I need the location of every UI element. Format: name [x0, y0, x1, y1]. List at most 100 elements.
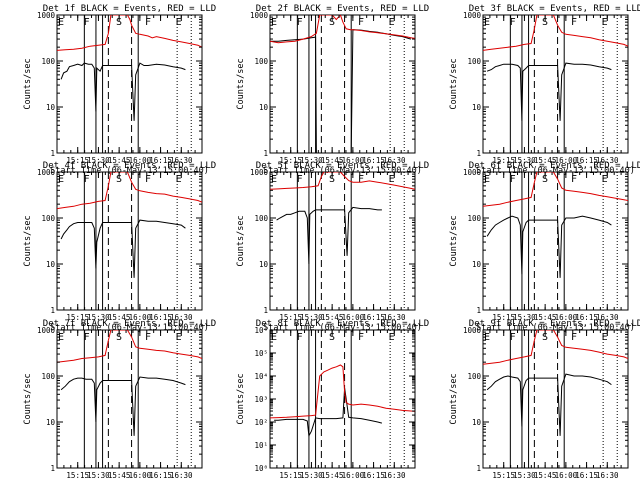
x-tick-label: 16:15 [575, 471, 598, 480]
y-tick-label: 1 [263, 306, 268, 315]
x-tick-label: 15:30 [87, 156, 110, 165]
series-line-lld [57, 172, 202, 210]
region-label: F [358, 174, 364, 185]
y-axis-label: Counts/sec [449, 58, 459, 109]
y-tick-label: 1000 [463, 168, 482, 177]
x-tick-label: 16:00 [555, 471, 578, 480]
x-tick-label: 16:00 [342, 313, 365, 322]
series-line-events [486, 373, 612, 436]
y-tick-label: 1000 [37, 168, 56, 177]
region-label: E [484, 17, 490, 28]
region-label: F [297, 174, 303, 185]
region-label: S [542, 17, 548, 28]
series-line-events [60, 376, 186, 436]
panel-det-8: Det 8f BLACK = Events, RED = LLD E F S F E 10⁰… [236, 319, 429, 480]
y-tick-label: 1 [50, 464, 55, 473]
x-tick-label: 16:15 [575, 313, 598, 322]
y-tick-label: 100 [41, 372, 55, 381]
region-label: E [389, 332, 395, 343]
region-label: S [116, 332, 122, 343]
x-tick-label: 15:45 [534, 471, 557, 480]
x-tick-label: 16:30 [383, 156, 406, 165]
region-label: F [84, 332, 90, 343]
y-tick-label: 1 [50, 306, 55, 315]
x-tick-label: 15:30 [513, 471, 536, 480]
y-tick-label: 10 [46, 260, 56, 269]
region-label: E [602, 332, 608, 343]
region-label: E [271, 17, 277, 28]
region-label: E [176, 332, 182, 343]
x-tick-label: 15:30 [300, 471, 323, 480]
y-tick-label: 10³ [254, 395, 268, 404]
y-tick-label: 10¹ [254, 441, 268, 450]
region-label: F [571, 17, 577, 28]
panel-title: Det 7f BLACK = Events, RED = LLD [43, 319, 216, 329]
series-line-events [486, 62, 612, 121]
region-label: E [484, 174, 490, 185]
x-tick-label: 16:00 [129, 156, 152, 165]
x-tick-label: 15:30 [87, 313, 110, 322]
y-tick-label: 10 [472, 418, 482, 427]
x-tick-label: 16:00 [555, 313, 578, 322]
y-axis-label: Counts/sec [236, 215, 246, 266]
y-axis-label: Counts/sec [236, 58, 246, 109]
region-label: E [484, 332, 490, 343]
x-axis-label: Start Time (06-May-13 15:00:40) [263, 166, 422, 176]
x-tick-label: 15:15 [66, 471, 89, 480]
series-line-events [274, 387, 383, 438]
region-label: E [602, 17, 608, 28]
plot-frame [482, 329, 629, 469]
region-label: F [510, 332, 516, 343]
region-label: E [389, 17, 395, 28]
y-tick-label: 1000 [463, 326, 482, 335]
x-tick-label: 15:45 [108, 156, 131, 165]
x-tick-label: 16:00 [555, 156, 578, 165]
region-label: S [116, 174, 122, 185]
panel-title: Det 2f BLACK = Events, RED = LLD [256, 4, 429, 14]
x-tick-label: 16:15 [362, 471, 385, 480]
plot-frame [56, 171, 203, 311]
panel-title: Det 8f BLACK = Events, RED = LLD [256, 319, 429, 329]
region-label: E [58, 174, 64, 185]
panel-det-9: Det 9f BLACK = Events, RED = LLD E F S F E 1 10… [449, 319, 640, 480]
panel-det-4: Det 4f BLACK = Events, RED = LLD E F S F E 1 10… [23, 161, 216, 333]
x-tick-label: 15:15 [66, 156, 89, 165]
series-line-events [276, 206, 382, 265]
x-axis-label: Start Time (06-May-13 15:00:40) [50, 166, 209, 176]
series-line-lld [270, 172, 415, 190]
x-axis-label: Start Time (06-May-13 15:00:40) [50, 323, 209, 333]
region-label: S [329, 17, 335, 28]
region-label: F [510, 17, 516, 28]
x-tick-label: 16:30 [170, 156, 193, 165]
y-tick-label: 1 [263, 149, 268, 158]
x-tick-label: 16:30 [596, 313, 619, 322]
panel-det-7: Det 7f BLACK = Events, RED = LLD E F S F E 1 10… [23, 319, 216, 480]
y-tick-label: 100 [467, 214, 481, 223]
panel-det-6: Det 6f BLACK = Events, RED = LLD E F S F E 1 10… [449, 161, 640, 333]
plot-frame [269, 171, 416, 311]
x-tick-label: 15:30 [300, 313, 323, 322]
series-line-lld [57, 15, 202, 51]
x-tick-label: 16:15 [149, 156, 172, 165]
region-label: E [602, 174, 608, 185]
x-axis-label: Start Time (06-May-13 15:00:40) [476, 166, 635, 176]
panel-det-1: Det 1f BLACK = Events, RED = LLD E F S F E 1 10… [23, 4, 216, 176]
y-tick-label: 1 [476, 306, 481, 315]
panel-title: Det 6f BLACK = Events, RED = LLD [469, 161, 640, 171]
y-tick-label: 1 [50, 149, 55, 158]
region-label: S [329, 174, 335, 185]
region-label: E [271, 332, 277, 343]
panel-title: Det 9f BLACK = Events, RED = LLD [469, 319, 640, 329]
plot-frame [269, 329, 416, 469]
y-tick-label: 10 [472, 103, 482, 112]
region-label: F [297, 17, 303, 28]
x-tick-label: 15:15 [492, 156, 515, 165]
series-line-lld [270, 15, 415, 44]
y-tick-label: 100 [254, 57, 268, 66]
region-label: E [271, 174, 277, 185]
x-tick-label: 15:30 [87, 471, 110, 480]
x-tick-label: 16:30 [596, 471, 619, 480]
region-label: F [297, 332, 303, 343]
series-line-lld [483, 172, 628, 207]
